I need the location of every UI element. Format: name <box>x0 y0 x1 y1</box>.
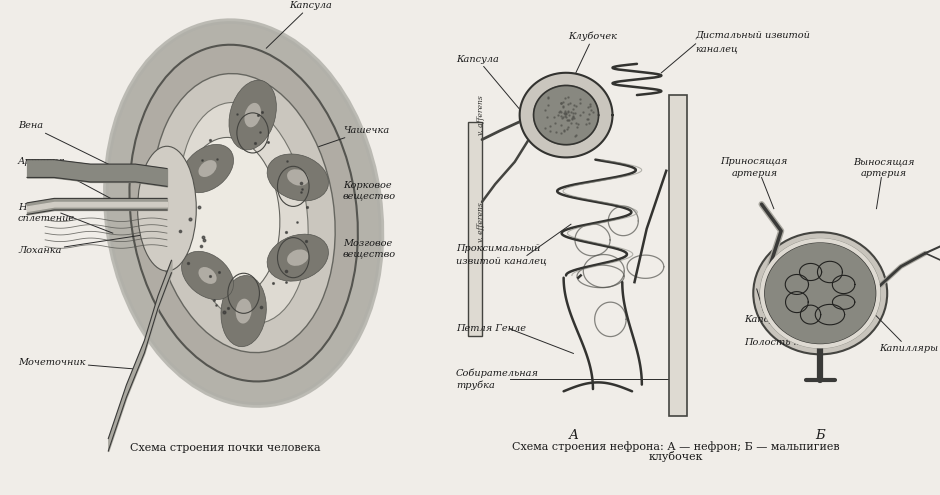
Text: Мозговое
вещество: Мозговое вещество <box>343 239 396 258</box>
Text: Схема строения нефрона: А — нефрон; Б — мальпигиев: Схема строения нефрона: А — нефрон; Б — … <box>512 442 839 452</box>
Text: Клубочек: Клубочек <box>569 32 618 73</box>
Text: Вена: Вена <box>18 121 118 168</box>
FancyBboxPatch shape <box>668 95 687 416</box>
Text: Нервное
сплетение: Нервное сплетение <box>18 203 75 223</box>
Ellipse shape <box>181 145 233 193</box>
Ellipse shape <box>137 146 196 271</box>
Ellipse shape <box>152 74 336 352</box>
Text: извитой каналец: извитой каналец <box>456 256 547 265</box>
Text: Полость капсулы: Полость капсулы <box>744 316 838 346</box>
Text: А: А <box>569 429 578 443</box>
Circle shape <box>764 242 876 345</box>
Text: Приносящая: Приносящая <box>721 157 788 166</box>
Ellipse shape <box>130 45 358 382</box>
Text: Корковое
вещество: Корковое вещество <box>343 181 396 200</box>
Ellipse shape <box>181 251 233 299</box>
Text: Петля Генле: Петля Генле <box>456 324 526 334</box>
Text: Мочеточник: Мочеточник <box>18 357 135 369</box>
Ellipse shape <box>244 103 261 127</box>
Text: v. afferens: v. afferens <box>477 96 484 135</box>
Ellipse shape <box>198 267 216 284</box>
Ellipse shape <box>180 138 280 297</box>
FancyBboxPatch shape <box>468 122 482 336</box>
Text: артерия: артерия <box>861 168 907 178</box>
Ellipse shape <box>287 249 308 266</box>
Text: Капсула: Капсула <box>266 1 332 48</box>
Ellipse shape <box>267 234 328 281</box>
Ellipse shape <box>180 102 308 324</box>
Text: v. efferens: v. efferens <box>477 202 484 242</box>
Text: Выносящая: Выносящая <box>853 157 915 166</box>
Text: Чашечка: Чашечка <box>306 126 389 150</box>
Text: Схема строения почки человека: Схема строения почки человека <box>131 444 321 453</box>
Text: Собирательная: Собирательная <box>456 369 539 378</box>
Ellipse shape <box>221 276 266 346</box>
Ellipse shape <box>287 169 308 186</box>
Text: артерия: артерия <box>731 168 777 178</box>
Ellipse shape <box>267 154 328 201</box>
Ellipse shape <box>236 298 252 324</box>
Text: Дистальный извитой: Дистальный извитой <box>696 30 810 40</box>
Text: Капилляры: Капилляры <box>871 311 938 353</box>
Polygon shape <box>534 86 599 145</box>
Text: Артерия: Артерия <box>18 157 118 202</box>
Ellipse shape <box>229 80 276 150</box>
Text: клубочек: клубочек <box>649 451 703 462</box>
Polygon shape <box>520 73 613 157</box>
Text: Проксимальный: Проксимальный <box>456 244 540 253</box>
Text: Капсула: Капсула <box>456 54 525 115</box>
Text: Б: Б <box>815 429 825 443</box>
Text: каналец: каналец <box>696 44 738 53</box>
Circle shape <box>753 232 887 354</box>
Text: Лоханка: Лоханка <box>18 226 198 255</box>
Ellipse shape <box>198 160 216 177</box>
Text: Капсула: Капсула <box>744 289 788 324</box>
Text: трубка: трубка <box>456 381 495 390</box>
